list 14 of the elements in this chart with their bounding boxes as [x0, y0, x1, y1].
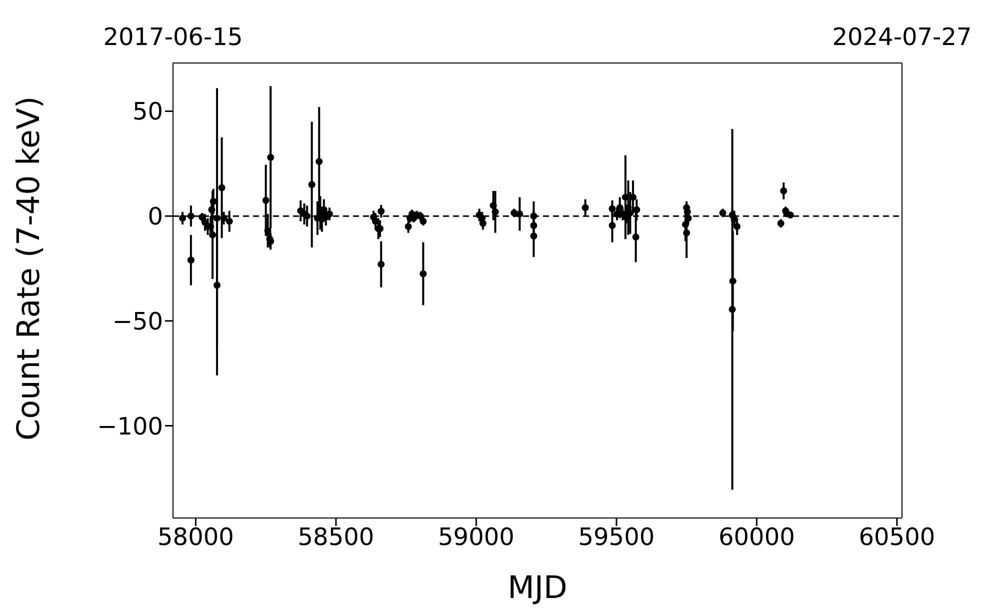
x2-tick-label: 2024-07-27	[832, 23, 972, 51]
y-tick-label: −100	[97, 412, 163, 440]
x-axis-title: MJD	[508, 570, 568, 606]
x-tick-label: 60000	[718, 523, 795, 552]
y-tick-label: −50	[112, 307, 163, 336]
y-tick-label: 50	[132, 98, 163, 126]
x-tick-label: 58500	[298, 523, 374, 552]
x2-tick-label: 2017-06-15	[103, 23, 243, 51]
x-tick-label: 59000	[438, 523, 514, 552]
x-tick-label: 60500	[858, 523, 936, 552]
x-tick-label: 59500	[578, 523, 655, 552]
x-tick-label: 58000	[158, 523, 234, 552]
y-axis-title: Count Rate (7-40 keV)	[11, 96, 48, 440]
y-tick-label: 0	[148, 202, 163, 231]
